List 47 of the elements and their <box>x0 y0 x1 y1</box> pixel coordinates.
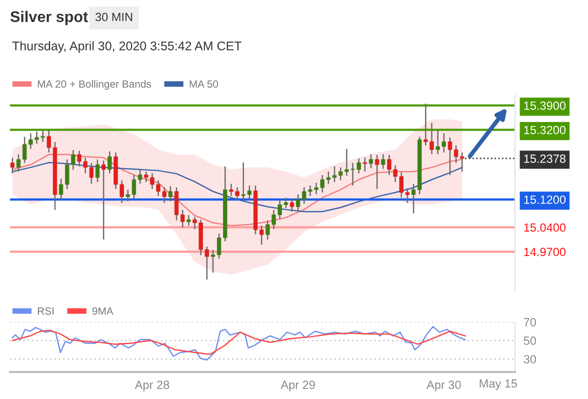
legend-label: MA 50 <box>190 80 218 88</box>
candlestick <box>46 130 51 154</box>
x-tick-label: Apr 30 <box>426 380 461 392</box>
text: Thursday, April 30, 2020 3:55:42 AM CET <box>12 41 242 53</box>
candlestick <box>126 189 130 202</box>
candlestick <box>180 209 185 228</box>
y-tick-label: 15.0400 <box>524 223 566 232</box>
candlestick <box>368 154 374 169</box>
candlestick <box>16 154 21 172</box>
candlestick <box>168 186 173 202</box>
candlestick <box>174 186 179 221</box>
y-tick-label: 15.1200 <box>524 196 566 204</box>
candlestick <box>332 166 337 183</box>
candlestick <box>95 158 100 183</box>
candlestick <box>10 157 15 174</box>
candlestick <box>138 169 142 184</box>
candlestick <box>259 224 264 246</box>
y-tick-label: 15.3900 <box>524 101 566 110</box>
line-series <box>12 162 463 212</box>
y-tick-label: 15.2378 <box>524 154 566 163</box>
x-tick-label: Apr 28 <box>134 380 170 392</box>
text: May 15 <box>480 379 518 390</box>
candlestick <box>374 154 380 190</box>
legend-label: MA 20 + Bollinger Bands <box>38 80 152 90</box>
line-series <box>12 326 466 361</box>
candlestick <box>210 249 216 274</box>
y-tick-label: 14.9700 <box>524 248 566 256</box>
x-tick-label: Apr 29 <box>280 380 315 392</box>
y-tick-label: 50 <box>524 336 536 345</box>
candlestick <box>411 183 416 214</box>
candlestick <box>186 214 191 226</box>
y-tick-label: 15.3200 <box>524 126 566 134</box>
chart-subtitle: 30 MIN <box>95 12 132 22</box>
candlestick <box>132 174 136 200</box>
candlestick <box>101 160 106 240</box>
candlestick <box>290 198 294 212</box>
y-tick-label: 30 <box>524 355 536 364</box>
y-tick-label: 70 <box>524 318 536 326</box>
candlestick <box>108 150 112 174</box>
candlestick <box>448 136 452 176</box>
line-series <box>12 330 466 356</box>
legend-label: RSI <box>38 307 54 315</box>
line-series <box>12 154 463 226</box>
chart-title: Silver spot <box>10 10 88 26</box>
candlestick <box>381 154 386 170</box>
candlestick <box>362 157 367 172</box>
legend-label: 9MA <box>92 307 114 315</box>
